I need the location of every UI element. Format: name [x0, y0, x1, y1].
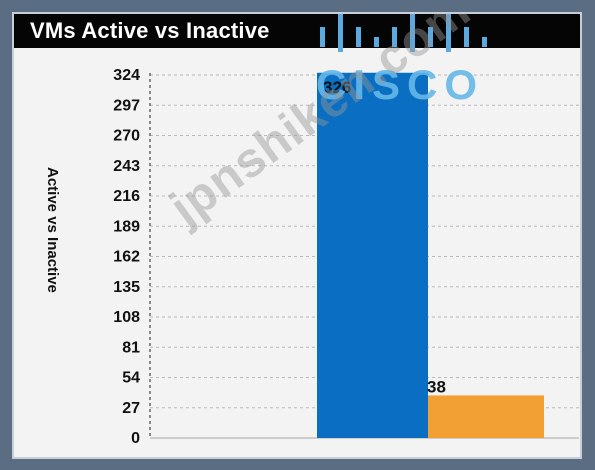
- y-tick-label: 27: [122, 400, 140, 417]
- cisco-logo-bar: [464, 27, 469, 47]
- active-bar: [317, 72, 428, 438]
- y-tick-label: 243: [113, 158, 140, 175]
- y-tick-label: 81: [122, 339, 140, 356]
- cisco-logo-bar: [410, 14, 415, 52]
- y-tick-label: 162: [113, 249, 140, 266]
- chart-title: VMs Active vs Inactive: [30, 18, 270, 43]
- y-tick-label: 54: [122, 370, 140, 387]
- cisco-logo-bar: [482, 37, 487, 47]
- cisco-logo-bar: [356, 27, 361, 47]
- y-axis-label: Active vs Inactive: [44, 167, 61, 293]
- chart-frame: VMs Active vs Inactive 324 297 270 243 216 18…: [12, 12, 582, 459]
- active-value-label: 326: [323, 78, 351, 97]
- inactive-bar: [428, 395, 544, 438]
- cisco-logo-bar: [446, 14, 451, 52]
- cisco-logo-bar: [428, 27, 433, 47]
- cisco-logo-bar: [392, 27, 397, 47]
- y-tick-label: 216: [113, 188, 140, 205]
- inactive-value-label: 38: [427, 377, 446, 396]
- cisco-logo-bar: [338, 14, 343, 52]
- y-tick-label: 135: [113, 279, 140, 296]
- y-tick-label: 270: [113, 128, 140, 145]
- cisco-logo-bar: [320, 27, 325, 47]
- cisco-logo: CISCO: [316, 14, 487, 108]
- y-tick-label: 297: [113, 97, 140, 114]
- y-tick-label: 0: [131, 430, 140, 447]
- title-bar: VMs Active vs Inactive: [14, 14, 580, 48]
- y-tick-label: 108: [113, 309, 140, 326]
- bar-layer: [317, 72, 544, 438]
- cisco-logo-text: CISCO: [316, 61, 484, 108]
- y-tick-label: 189: [113, 218, 140, 235]
- label-layer: 326 38: [323, 78, 446, 397]
- y-tick-label: 324: [113, 67, 140, 84]
- cisco-logo-bar: [374, 37, 379, 47]
